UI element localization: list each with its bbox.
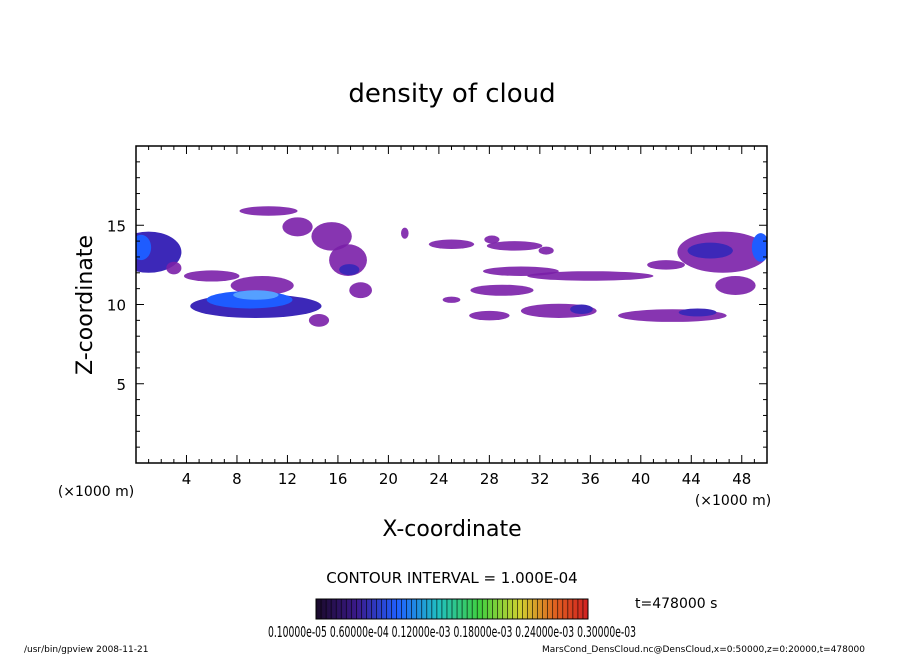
density-blob-9 [239, 206, 298, 216]
x-tick-label: 20 [379, 470, 398, 488]
contour-interval: CONTOUR INTERVAL = 1.000E-04 [326, 569, 577, 587]
colorbar-stripes [315, 599, 589, 619]
density-blob-17 [484, 235, 500, 244]
footer-left: /usr/bin/gpview 2008-11-21 [24, 645, 148, 654]
density-blob-31 [751, 233, 767, 262]
density-blob-10 [282, 217, 313, 237]
x-tick-label: 8 [232, 470, 242, 488]
density-blob-16 [428, 239, 475, 250]
density-blob-18 [486, 241, 543, 251]
density-blob-8 [308, 314, 330, 327]
footer-right: MarsCond_DensCloud.nc@DensCloud,x=0:5000… [542, 645, 865, 654]
x-tick-label: 16 [328, 470, 347, 488]
y-axis-label: Z-coordinate [73, 235, 98, 375]
density-blob-21 [527, 271, 654, 281]
density-blob-22 [470, 284, 534, 296]
density-blob-3 [183, 270, 240, 282]
x-tick-label: 36 [581, 470, 600, 488]
y-tick-label: 10 [107, 297, 126, 315]
density-blob-11 [311, 222, 352, 251]
density-field [136, 206, 767, 327]
x-tick-label: 28 [480, 470, 499, 488]
density-blob-26 [570, 304, 593, 315]
density-blob-33 [647, 260, 685, 270]
x-tick-label: 32 [530, 470, 549, 488]
y-tick-label: 5 [116, 376, 126, 394]
x-tick-label: 12 [278, 470, 297, 488]
density-blob-1 [136, 234, 152, 261]
density-blob-4 [230, 275, 294, 295]
colorbar-labels: 0.10000e-05 0.60000e-04 0.12000e-03 0.18… [268, 623, 636, 641]
density-blob-23 [442, 296, 461, 303]
density-blob-2 [166, 261, 182, 275]
density-blob-24 [469, 310, 510, 321]
density-blob-19 [538, 246, 554, 255]
x-tick-label: 48 [732, 470, 751, 488]
x-tick-label: 24 [429, 470, 448, 488]
density-blob-14 [349, 282, 372, 299]
chart-title: density of cloud [348, 79, 555, 109]
x-unit-right: (×1000 m) [695, 493, 771, 509]
x-tick-label: 44 [682, 470, 701, 488]
x-unit-left: (×1000 m) [58, 484, 134, 500]
x-tick-label: 40 [631, 470, 650, 488]
x-axis-label: X-coordinate [382, 517, 521, 542]
density-blob-7 [233, 290, 279, 300]
density-blob-28 [678, 308, 717, 317]
density-blob-32 [715, 275, 756, 295]
y-tick-label: 15 [107, 217, 126, 235]
x-tick-label: 4 [182, 470, 192, 488]
density-blob-30 [687, 242, 733, 259]
time-label: t=478000 s [635, 596, 717, 612]
density-blob-13 [339, 264, 360, 276]
density-blob-15 [401, 227, 409, 239]
